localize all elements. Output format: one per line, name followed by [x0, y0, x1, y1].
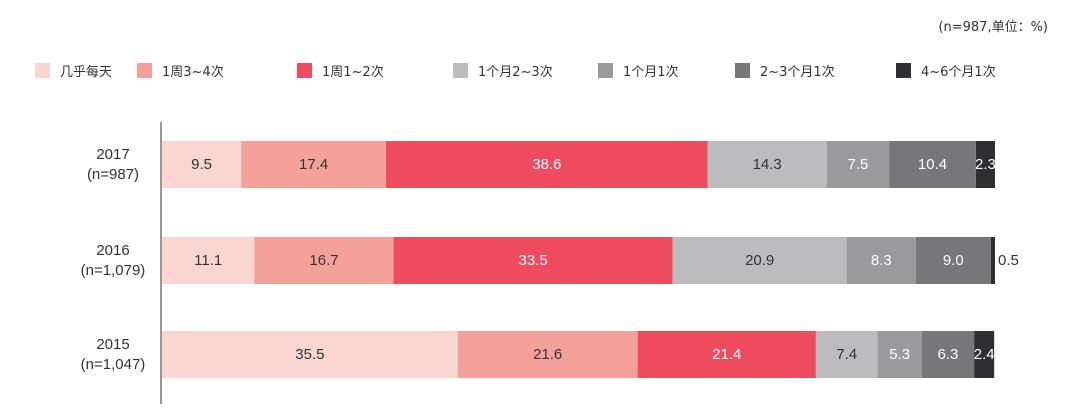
legend-swatch	[598, 62, 613, 78]
bar-segment	[254, 237, 394, 284]
bar-segment	[846, 237, 916, 284]
legend-label: 1个月1次	[623, 64, 679, 80]
unit-note: (n=987,单位：%)	[938, 20, 1048, 35]
category-year-label: 2017	[96, 146, 129, 163]
legend-label: 1个月2~3次	[478, 64, 553, 80]
legend-swatch	[453, 62, 468, 78]
bar-segment	[162, 141, 242, 188]
legend-swatch	[896, 62, 911, 78]
bar-segment	[815, 331, 878, 378]
bar-segment	[162, 237, 255, 284]
legend-item: 几乎每天	[35, 58, 112, 82]
bar-segment	[393, 237, 673, 284]
bar-value-label: 7.4	[836, 346, 857, 363]
bar-segment	[921, 331, 975, 378]
legend-item: 2~3个月1次	[735, 58, 835, 82]
category-year-label: 2015	[96, 336, 129, 353]
bar-value-label: 9.0	[943, 252, 964, 269]
legend-item: 1周1~2次	[297, 58, 384, 82]
bar-segment	[915, 237, 991, 284]
legend-label: 1周3~4次	[162, 64, 224, 80]
bar-value-label: 2.4	[974, 346, 995, 363]
bar-value-label: 16.7	[309, 252, 338, 269]
legend-label: 4~6个月1次	[921, 64, 996, 80]
legend-swatch	[297, 62, 312, 78]
bar-value-label: 11.1	[194, 252, 222, 269]
bar-segment	[975, 141, 995, 188]
bar-segment	[826, 141, 890, 188]
bar-segment	[162, 331, 458, 378]
bar-value-label: 21.6	[533, 346, 562, 363]
bar-value-label: 20.9	[745, 252, 774, 269]
bar-segment	[707, 141, 827, 188]
legend-label: 几乎每天	[60, 64, 113, 80]
bar-value-label: 33.5	[518, 252, 547, 269]
bar-value-label: 14.3	[753, 156, 782, 173]
bar-value-label: 10.4	[918, 156, 947, 173]
bar-value-label: 9.5	[191, 156, 212, 173]
bar-segment	[386, 141, 708, 188]
bar-value-label: 21.4	[712, 346, 741, 363]
category-n-label: (n=1,047)	[81, 356, 146, 373]
category-n-label: (n=987)	[87, 166, 139, 183]
bar-value-label: 38.6	[532, 156, 561, 173]
bar-segment	[672, 237, 847, 284]
legend-item: 1周3~4次	[137, 58, 224, 82]
legend-swatch	[137, 62, 152, 78]
bar-segment	[877, 331, 922, 378]
bar-segment	[990, 237, 995, 284]
bar-value-label: 35.5	[295, 346, 324, 363]
bar-value-label: 7.5	[848, 156, 869, 173]
bar-value-label: 2.3	[975, 156, 996, 173]
legend: 几乎每天 1周3~4次 1周1~2次 1个月2~3次 1个月1次 2~3个月1次 4~6个月…	[0, 58, 1080, 82]
bar-value-label: 0.5	[998, 252, 1019, 269]
category-n-label: (n=1,079)	[81, 262, 146, 279]
bar-segment	[974, 331, 995, 378]
legend-label: 2~3个月1次	[760, 64, 835, 80]
bar-segment	[457, 331, 638, 378]
bar-value-label: 8.3	[871, 252, 892, 269]
legend-item: 1个月2~3次	[453, 58, 553, 82]
bar-segment	[889, 141, 976, 188]
bar-value-label: 5.3	[889, 346, 910, 363]
bar-value-label: 6.3	[938, 346, 959, 363]
category-year-label: 2016	[96, 242, 129, 259]
legend-swatch	[735, 62, 750, 78]
bar-value-label: 17.4	[299, 156, 328, 173]
legend-label: 1周1~2次	[322, 64, 384, 80]
legend-swatch	[35, 62, 50, 78]
legend-item: 1个月1次	[598, 58, 679, 82]
legend-item: 4~6个月1次	[896, 58, 996, 82]
bar-segment	[637, 331, 816, 378]
bar-segment	[241, 141, 387, 188]
